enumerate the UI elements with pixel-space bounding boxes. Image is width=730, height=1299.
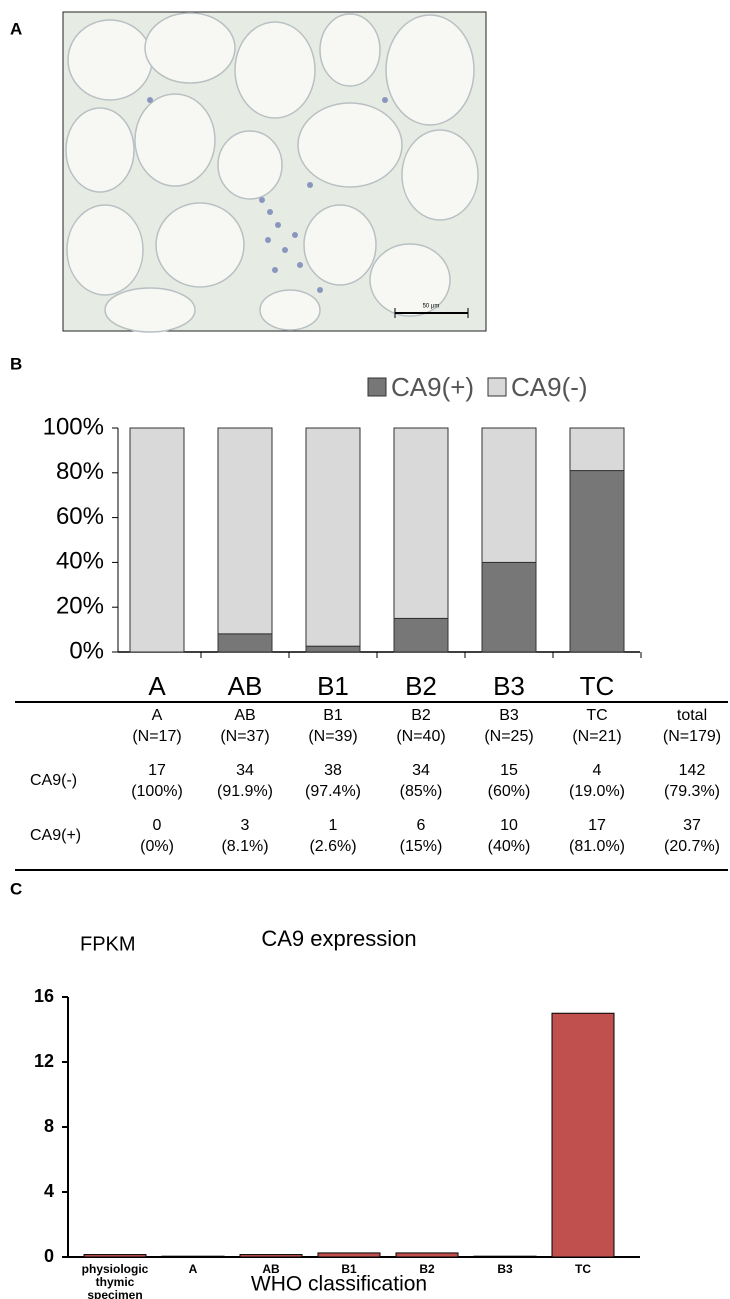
bar — [240, 1255, 302, 1257]
x-tick-label: AB — [234, 1263, 308, 1299]
x-tick-label: B1 — [312, 1263, 386, 1299]
bar-segment — [218, 428, 272, 634]
column-header: TC — [586, 707, 607, 724]
y-tick-label: 60% — [56, 503, 104, 530]
table-cell: (15%) — [400, 838, 443, 855]
table-cell: 3 — [241, 817, 250, 834]
table-cell: 4 — [593, 762, 602, 779]
figure-canvas: A 50 μm B C 0%20%40%60%80%100%AABB1B2B3T… — [0, 0, 730, 1299]
x-tick-label: B3 — [468, 1263, 542, 1299]
column-count: (N=39) — [308, 728, 357, 745]
table-cell: (91.9%) — [217, 783, 273, 800]
column-count: (N=17) — [132, 728, 181, 745]
bar-segment — [306, 646, 360, 652]
x-tick-label: physiologic thymic specimen — [78, 1263, 152, 1299]
y-tick-label: 40% — [56, 548, 104, 575]
table-cell: (97.4%) — [305, 783, 361, 800]
legend-label: CA9(+) — [391, 372, 474, 402]
bar — [162, 1256, 224, 1257]
y-tick-label: 8 — [44, 1116, 54, 1136]
scale-bar-label: 50 μm — [423, 304, 440, 310]
table-cell: 17 — [588, 817, 606, 834]
column-count: (N=179) — [663, 728, 721, 745]
panel-label: A — [10, 19, 22, 38]
table-cell: (0%) — [140, 838, 174, 855]
table-cell: 0 — [153, 817, 162, 834]
bar-segment — [482, 562, 536, 652]
bar-segment — [306, 428, 360, 646]
column-header: B1 — [323, 707, 343, 724]
y-tick-label: 0% — [69, 637, 104, 664]
y-tick-label: 4 — [44, 1181, 54, 1201]
bar — [396, 1253, 458, 1257]
table-cell: 15 — [500, 762, 518, 779]
table-cell: (60%) — [488, 783, 531, 800]
row-label: CA9(+) — [30, 827, 81, 844]
x-tick-label: B2 — [390, 1263, 464, 1299]
table-cell: 34 — [236, 762, 254, 779]
bar-segment — [130, 428, 184, 652]
y-tick-label: 12 — [34, 1051, 54, 1071]
y-tick-label: 16 — [34, 986, 54, 1006]
column-header: AB — [234, 707, 255, 724]
x-tick-label: A — [148, 671, 166, 701]
bar — [84, 1255, 146, 1257]
column-count: (N=37) — [220, 728, 269, 745]
x-tick-label: TC — [580, 671, 615, 701]
bar — [318, 1253, 380, 1257]
bar — [552, 1013, 614, 1257]
table-cell: (8.1%) — [221, 838, 268, 855]
legend-swatch — [488, 378, 506, 396]
column-count: (N=40) — [396, 728, 445, 745]
bar-segment — [482, 428, 536, 562]
table-cell: 10 — [500, 817, 518, 834]
column-header: B3 — [499, 707, 519, 724]
x-tick-label: B1 — [317, 671, 349, 701]
column-header: B2 — [411, 707, 431, 724]
row-label: CA9(-) — [30, 772, 77, 789]
x-tick-label: B3 — [493, 671, 525, 701]
column-header: total — [677, 707, 707, 724]
y-axis-label: FPKM — [80, 933, 136, 955]
table-cell: (79.3%) — [664, 783, 720, 800]
bar-segment — [218, 634, 272, 652]
y-tick-label: 80% — [56, 458, 104, 485]
x-tick-label: AB — [228, 671, 263, 701]
panel-label: B — [10, 354, 22, 373]
table-cell: (100%) — [131, 783, 183, 800]
table-cell: (19.0%) — [569, 783, 625, 800]
table-cell: 34 — [412, 762, 430, 779]
legend-swatch — [368, 378, 386, 396]
table-cell: (81.0%) — [569, 838, 625, 855]
table-cell: 37 — [683, 817, 701, 834]
figure: A 50 μm B C 0%20%40%60%80%100%AABB1B2B3T… — [0, 0, 730, 1299]
bar — [474, 1256, 536, 1257]
column-count: (N=25) — [484, 728, 533, 745]
table-cell: (40%) — [488, 838, 531, 855]
legend-label: CA9(-) — [511, 372, 588, 402]
bar-segment — [570, 428, 624, 471]
table-cell: 1 — [329, 817, 338, 834]
x-tick-label: TC — [546, 1263, 620, 1299]
table-cell: (2.6%) — [309, 838, 356, 855]
bar-segment — [394, 618, 448, 652]
bar-segment — [394, 428, 448, 618]
x-tick-label: A — [156, 1263, 230, 1299]
micrograph: 50 μm — [63, 12, 486, 332]
table-cell: 38 — [324, 762, 342, 779]
bar-segment — [570, 471, 624, 652]
table-cell: 6 — [417, 817, 426, 834]
y-tick-label: 20% — [56, 593, 104, 620]
x-tick-label: B2 — [405, 671, 437, 701]
chart-title: CA9 expression — [261, 926, 416, 951]
panel-label: C — [10, 879, 22, 898]
table-cell: 142 — [679, 762, 706, 779]
column-header: A — [152, 707, 163, 724]
column-count: (N=21) — [572, 728, 621, 745]
table-cell: 17 — [148, 762, 166, 779]
table-cell: (85%) — [400, 783, 443, 800]
y-tick-label: 0 — [44, 1246, 54, 1266]
table-cell: (20.7%) — [664, 838, 720, 855]
y-tick-label: 100% — [43, 413, 104, 440]
